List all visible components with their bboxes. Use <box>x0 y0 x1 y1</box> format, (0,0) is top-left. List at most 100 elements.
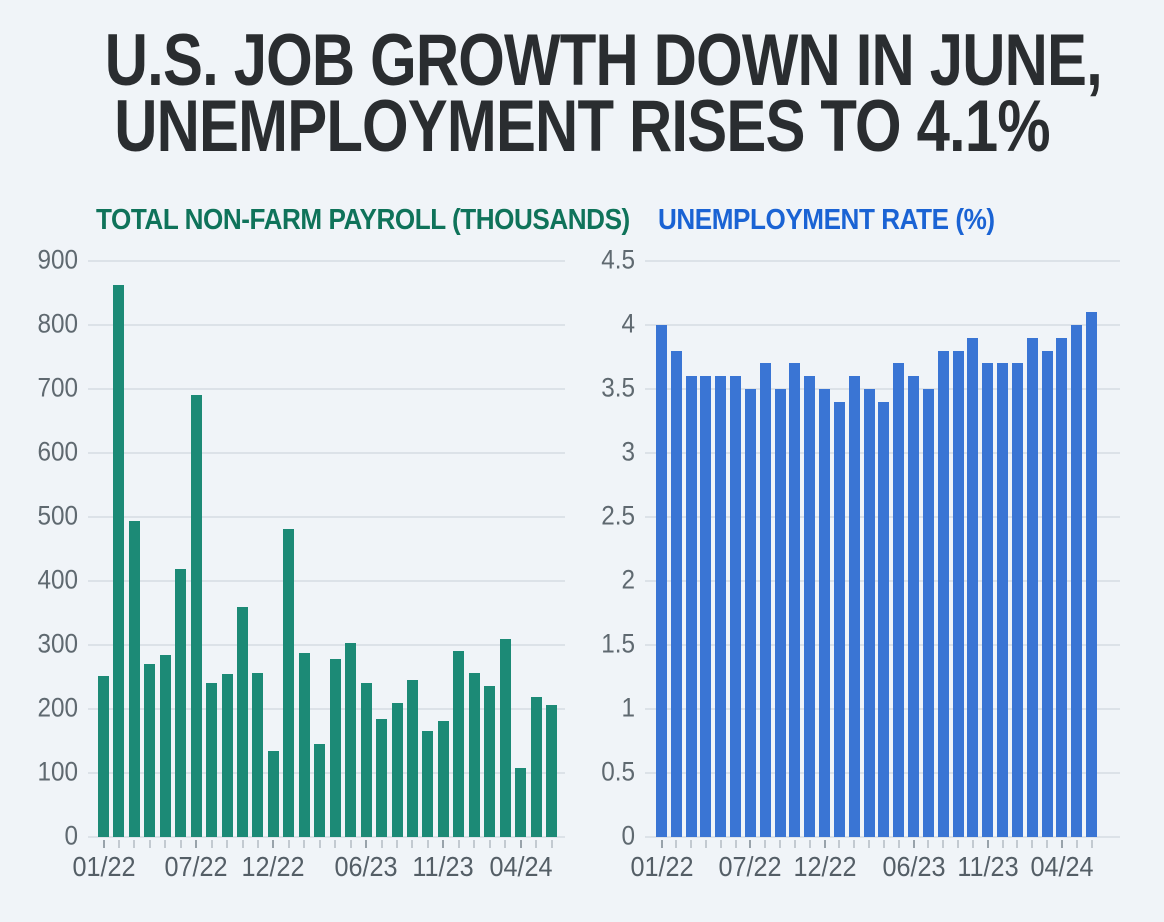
x-axis-tick <box>411 840 414 848</box>
gridline <box>645 836 1120 838</box>
bar-09/23 <box>952 350 964 837</box>
x-axis-tick <box>690 840 693 848</box>
bar-09/22 <box>774 389 786 837</box>
gridline <box>88 772 565 774</box>
bar-07/23 <box>376 719 388 837</box>
y-axis-tick-label: 900 <box>37 244 78 275</box>
x-axis-tick-label: 01/22 <box>71 851 136 882</box>
x-axis-tick-label: 11/23 <box>412 851 474 882</box>
y-axis-tick-label: 400 <box>37 564 78 595</box>
bar-08/23 <box>391 702 403 837</box>
x-axis-tick <box>488 840 491 848</box>
bar-09/23 <box>406 679 418 837</box>
gridline <box>88 452 565 454</box>
bar-01/22 <box>98 675 109 837</box>
x-axis-tick <box>349 840 352 848</box>
gridline <box>88 260 565 262</box>
y-axis-tick-label: 0 <box>621 820 635 851</box>
x-axis-tick-label: 06/23 <box>882 851 946 882</box>
x-axis-tick <box>660 840 663 848</box>
x-axis-tick <box>1031 840 1034 848</box>
x-axis-tick <box>303 840 306 848</box>
bar-05/23 <box>345 643 357 837</box>
gridline <box>88 836 565 838</box>
x-axis-tick <box>1016 840 1019 848</box>
bar-08/22 <box>206 682 218 837</box>
x-axis-tick <box>241 840 244 848</box>
x-axis-tick <box>287 840 290 848</box>
x-axis-tick <box>210 840 213 848</box>
bar-04/24 <box>515 767 527 837</box>
x-axis-tick <box>256 840 259 848</box>
payroll-chart-title: TOTAL NON-FARM PAYROLL (THOUSANDS) <box>96 204 630 236</box>
y-axis-tick-label: 500 <box>37 500 78 531</box>
bar-11/22 <box>252 672 264 837</box>
bar-01/23 <box>833 401 845 837</box>
x-axis-tick <box>927 840 930 848</box>
x-axis-tick <box>897 840 900 848</box>
bar-12/23 <box>453 651 465 837</box>
y-axis-tick-label: 2 <box>621 564 635 595</box>
x-axis-tick <box>734 840 737 848</box>
x-axis-tick <box>442 840 445 848</box>
bar-03/24 <box>499 638 511 837</box>
x-axis-tick <box>942 840 945 848</box>
gridline <box>88 580 565 582</box>
page-title-line-1: U.S. JOB GROWTH DOWN IN JUNE, <box>104 20 1103 101</box>
bar-11/22 <box>804 376 816 837</box>
x-axis-tick <box>426 840 429 848</box>
x-axis-tick <box>971 840 974 848</box>
bar-02/23 <box>298 653 310 837</box>
gridline <box>645 324 1120 326</box>
x-axis-tick <box>133 840 136 848</box>
gridline <box>88 324 565 326</box>
x-axis-tick <box>535 840 538 848</box>
y-axis-tick-label: 600 <box>37 436 78 467</box>
gridline <box>88 708 565 710</box>
bar-02/24 <box>484 685 496 837</box>
bar-07/23 <box>922 389 934 837</box>
x-axis-tick <box>675 840 678 848</box>
x-axis-tick <box>912 840 915 848</box>
x-axis-tick <box>226 840 229 848</box>
bar-05/24 <box>1071 325 1083 837</box>
bar-06/24 <box>546 705 557 837</box>
x-axis-tick <box>957 840 960 848</box>
bar-10/23 <box>967 337 979 837</box>
bar-05/22 <box>715 376 727 837</box>
x-axis-tick <box>853 840 856 848</box>
bar-08/22 <box>759 363 771 837</box>
bar-08/23 <box>937 350 949 837</box>
x-axis-tick <box>838 840 841 848</box>
bar-04/23 <box>329 659 341 837</box>
bar-05/24 <box>530 697 542 837</box>
x-axis-tick <box>808 840 811 848</box>
y-axis-tick-label: 3.5 <box>601 372 635 403</box>
bar-12/22 <box>819 389 831 837</box>
bar-06/23 <box>908 376 920 837</box>
x-axis-tick-label: 04/24 <box>489 851 553 882</box>
y-axis-tick-label: 1 <box>621 692 635 723</box>
bar-09/22 <box>221 674 233 837</box>
y-axis-tick-label: 1.5 <box>601 628 635 659</box>
bar-01/24 <box>468 673 480 837</box>
x-axis-tick <box>986 840 989 848</box>
bar-10/22 <box>237 607 249 837</box>
bar-02/23 <box>848 376 860 837</box>
bar-02/24 <box>1026 337 1038 837</box>
x-axis-tick <box>779 840 782 848</box>
x-axis-tick <box>1001 840 1004 848</box>
x-axis-tick <box>380 840 383 848</box>
gridline <box>88 516 565 518</box>
unemployment-chart-title: UNEMPLOYMENT RATE (%) <box>658 204 995 236</box>
x-axis-tick <box>823 840 826 848</box>
y-axis-tick-label: 3 <box>621 436 635 467</box>
gridline <box>645 388 1120 390</box>
bar-01/23 <box>283 528 295 837</box>
bar-02/22 <box>670 350 682 837</box>
y-axis-tick-label: 2.5 <box>601 500 635 531</box>
x-axis-tick <box>457 840 460 848</box>
x-axis-tick <box>117 840 120 848</box>
bar-02/22 <box>113 285 125 837</box>
x-axis-tick <box>102 840 105 848</box>
